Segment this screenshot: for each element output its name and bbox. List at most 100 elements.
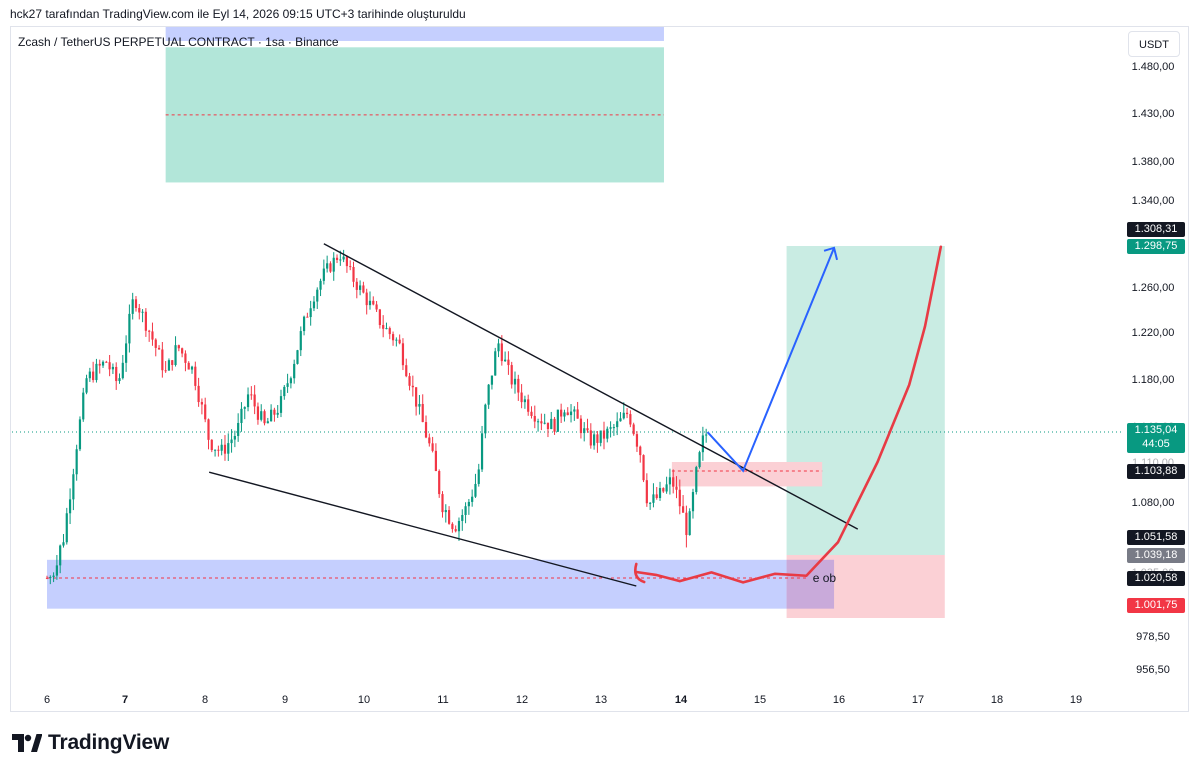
candle-body	[589, 430, 592, 446]
candle-body	[464, 506, 467, 516]
candle-body	[141, 311, 144, 313]
candle-body	[457, 520, 461, 532]
candle-body	[375, 304, 378, 310]
candle-body	[154, 339, 157, 348]
candle-body	[434, 450, 438, 472]
candle-body	[75, 449, 78, 475]
price-label-green: 1.298,75	[1127, 238, 1185, 254]
candle-body	[536, 421, 540, 423]
candle-body	[151, 331, 154, 340]
candle-body	[92, 371, 95, 381]
candle-body	[85, 378, 88, 393]
candle-body	[164, 370, 167, 372]
candle-body	[602, 430, 606, 439]
candle-body	[408, 376, 411, 386]
candle-body	[632, 424, 635, 435]
candle-body	[382, 325, 385, 329]
candle-body	[68, 499, 72, 514]
y-axis-tick: 1.340,00	[1132, 195, 1175, 207]
candle-body	[530, 411, 533, 416]
candle-body	[279, 396, 283, 413]
candle-body	[411, 385, 414, 388]
price-label-value: 1.001,75	[1134, 598, 1178, 611]
candle-body	[560, 409, 563, 417]
candle-body	[563, 412, 566, 417]
candle-body	[148, 330, 151, 332]
y-axis-tick: 1.080,00	[1132, 497, 1175, 509]
candle-body	[108, 362, 111, 370]
candle-body	[233, 436, 236, 440]
candle-body	[550, 418, 553, 430]
x-axis-tick: 19	[1070, 694, 1082, 706]
candle-body	[645, 480, 648, 504]
y-axis-tick: 1.260,00	[1132, 282, 1175, 294]
currency-button[interactable]: USDT	[1128, 31, 1180, 57]
candle-body	[210, 439, 213, 451]
candle-body	[138, 307, 141, 313]
candle-body	[490, 375, 494, 385]
candle-body	[270, 409, 273, 422]
candle-body	[256, 406, 260, 420]
candle-body	[200, 402, 204, 405]
candle-body	[101, 361, 105, 366]
candle-body	[444, 510, 447, 513]
candle-body	[421, 403, 424, 423]
candle-body	[688, 511, 691, 536]
symbol-title: Zcash / TetherUS PERPETUAL CONTRACT · 1s…	[18, 35, 339, 49]
target-zone-top-strip	[165, 27, 664, 41]
x-axis-tick: 16	[833, 694, 845, 706]
candle-body	[95, 363, 98, 381]
candle-body	[332, 257, 335, 272]
candle-body	[144, 311, 147, 331]
candle-body	[378, 309, 381, 326]
candle-body	[474, 483, 477, 497]
candle-body	[115, 366, 118, 382]
candle-body	[223, 444, 227, 454]
candle-body	[335, 257, 339, 260]
candle-body	[302, 316, 306, 332]
candle-body	[65, 513, 68, 543]
candle-body	[260, 411, 263, 420]
candle-body	[355, 281, 358, 290]
candle-body	[177, 345, 180, 349]
candle-body	[213, 449, 217, 451]
candle-body	[586, 428, 589, 431]
candle-body	[477, 469, 480, 484]
candle-body	[480, 433, 484, 470]
candle-body	[197, 385, 200, 403]
x-axis-tick: 14	[675, 694, 688, 706]
price-label-red: 1.001,75	[1127, 597, 1185, 613]
candle-body	[161, 349, 164, 371]
candle-body	[649, 502, 652, 504]
hand-drawn-curve-hook	[633, 562, 646, 584]
candle-body	[283, 386, 286, 397]
candle-body	[342, 256, 345, 260]
candle-body	[217, 449, 220, 451]
candle-body	[237, 422, 240, 437]
candle-body	[72, 474, 75, 500]
candle-body	[695, 467, 698, 493]
y-axis-tick: 1.430,00	[1132, 108, 1175, 120]
candle-body	[556, 409, 559, 432]
candle-body	[510, 365, 513, 385]
candle-body	[583, 428, 586, 434]
price-label-value: 1.103,88	[1134, 464, 1178, 477]
candle-body	[329, 263, 332, 272]
candle-body	[705, 434, 708, 436]
candle-body	[655, 494, 658, 499]
candle-body	[243, 407, 246, 409]
candle-body	[596, 434, 599, 443]
y-axis-tick: 1.480,00	[1132, 61, 1175, 73]
candle-body	[372, 300, 375, 305]
lower-trendline	[208, 471, 637, 587]
price-label-dark: 1.020,58	[1127, 570, 1185, 586]
candle-body	[362, 285, 365, 293]
candle-body	[606, 428, 609, 439]
candle-body	[190, 366, 194, 370]
candle-body	[49, 576, 52, 578]
candle-body	[698, 452, 701, 468]
candle-body	[286, 383, 289, 387]
candle-body	[250, 394, 253, 396]
y-axis-tick: 978,50	[1136, 631, 1170, 643]
